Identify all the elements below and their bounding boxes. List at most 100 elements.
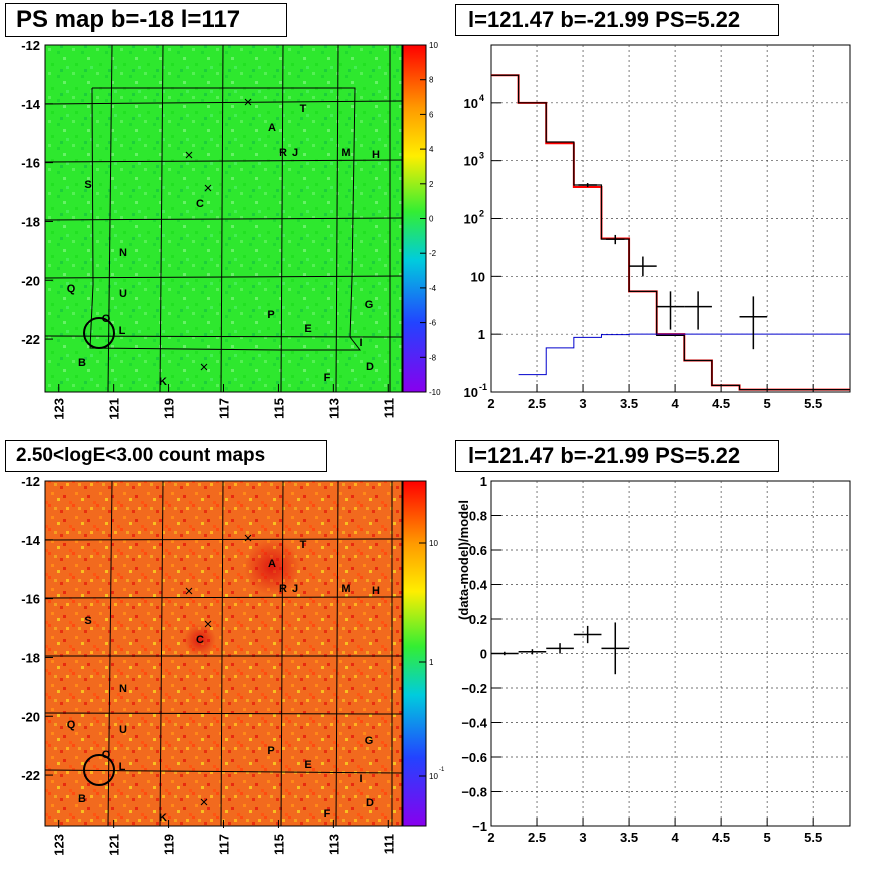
y-tick-label: −0.4 [461,716,487,731]
colorbar-tick-label: -4 [429,284,437,293]
y-tick-label: 0.2 [469,612,487,627]
source-label-p: P [267,309,274,321]
source-label-t: T [300,539,307,551]
source-label-h: H [372,585,380,597]
y-tick-label: -22 [21,768,40,783]
source-label-g: G [365,299,374,311]
count-colorbar [402,480,427,827]
source-label-c: C [196,198,204,210]
source-label-l: L [119,325,126,337]
count-map-hotspot-c [184,624,216,656]
x-tick-label: 111 [381,398,396,418]
x-tick-label: 3.5 [620,830,638,845]
source-label-r: R [279,147,287,159]
y-tick-label: -14 [21,533,41,548]
source-label-c: C [196,634,204,646]
residual-y-axis-label: (data-model)/model [456,500,471,620]
colorbar-tick-label: -8 [429,353,437,362]
x-tick-label: 121 [107,834,122,856]
x-tick-label: 3 [579,830,586,845]
source-label-i: I [359,337,362,349]
x-tick-label: 5.5 [804,830,822,845]
x-tick-label: 2 [487,830,494,845]
x-tick-label: 113 [326,398,341,419]
colorbar-tick-label: -10 [429,388,441,397]
ps-map-y-ticks: -12 -14 -16 -18 -20 -22 [21,38,53,347]
y-tick-exponent: 3 [479,151,484,161]
spectrum-title: l=121.47 b=-21.99 PS=5.22 [455,4,779,36]
source-label-d: D [366,797,374,809]
count-map-markers [83,534,252,806]
x-tick-label: 5.5 [804,396,822,411]
x-tick-label: 119 [162,834,177,855]
residual-y-ticks: −1 −0.8 −0.6 −0.4 −0.2 0 0.2 0.4 0.6 0.8 1 [461,474,501,834]
x-tick-label: 2.5 [528,830,546,845]
colorbar-tick-label: 8 [429,76,434,85]
y-tick-label: -18 [21,650,40,665]
source-label-e: E [304,323,311,335]
colorbar-tick-label: 4 [429,145,434,154]
y-tick-label: -16 [21,592,40,607]
y-tick-label: 10 [464,385,478,400]
colorbar-tick-label: -6 [429,319,437,328]
source-label-b: B [78,793,86,805]
colorbar-tick-label: -2 [429,249,437,258]
y-tick-label: -14 [21,97,41,112]
ps-map-x-ticks: 123 121 119 117 115 113 111 [52,384,396,420]
x-tick-label: 4.5 [712,830,730,845]
source-label-s: S [84,179,91,191]
ps-map-title: PS map b=-18 l=117 [5,3,287,37]
y-tick-label: 1 [478,327,485,342]
y-tick-label: 0.4 [469,578,488,593]
y-tick-label: 0.6 [469,543,487,558]
source-label-u: U [119,724,127,736]
y-tick-exponent: -1 [479,382,487,392]
x-tick-label: 119 [162,398,177,419]
source-label-d: D [366,361,374,373]
x-tick-label: 5 [764,830,771,845]
source-label-l: L [119,761,126,773]
source-label-q: Q [67,719,76,731]
spectrum-x-ticks: 2 2.5 3 3.5 4 4.5 5 5.5 [487,384,822,411]
source-label-q: Q [67,283,76,295]
colorbar-tick-label: 10 [429,41,438,50]
ps-colorbar-ticks: 10 8 6 4 2 0 -2 -4 -6 -8 -10 [420,41,441,397]
y-tick-label: 10 [464,96,478,111]
source-label-a: A [268,122,276,134]
source-label-i: I [359,773,362,785]
source-label-m: M [341,583,350,595]
x-tick-label: 4 [671,396,679,411]
x-tick-label: 4 [671,830,679,845]
colorbar-tick-label: 2 [429,180,434,189]
y-tick-label: −0.6 [461,750,487,765]
source-label-f: F [324,808,331,820]
count-map-image [45,481,402,826]
source-label-b: B [78,357,86,369]
colorbar-tick-label: 10 [429,772,438,781]
colorbar-tick-label: 1 [429,658,434,667]
x-tick-label: 115 [271,834,286,855]
count-map-y-ticks: -12 -14 -16 -18 -20 -22 [21,474,53,783]
source-label-k: K [159,812,167,824]
y-tick-label: -18 [21,214,40,229]
x-tick-label: 117 [217,398,232,419]
source-label-p: P [267,745,274,757]
source-label-j: J [292,583,298,595]
ps-map-grid [44,44,403,393]
source-label-a: A [268,558,276,570]
colorbar-tick-label: 0 [429,215,434,224]
y-tick-exponent: 2 [479,209,484,219]
x-tick-label: 2.5 [528,396,546,411]
y-tick-label: -12 [21,474,40,489]
ps-circle-marker [83,317,115,349]
source-label-h: H [372,149,380,161]
colorbar-tick-exponent: -1 [439,767,445,773]
y-tick-label: -16 [21,156,40,171]
source-label-e: E [304,759,311,771]
y-tick-label: 10 [464,154,478,169]
x-tick-label: 2 [487,396,494,411]
x-tick-label: 117 [217,834,232,855]
